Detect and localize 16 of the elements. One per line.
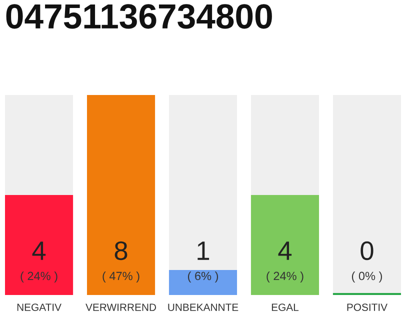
annotation: ( 6% ) [188, 271, 218, 282]
x-tick-label: EGAL [272, 304, 299, 311]
data-label: 1 [198, 242, 210, 260]
data-label: 4 [278, 242, 292, 260]
data-label: 4 [32, 242, 46, 260]
x-tick-label: POSITIV [347, 304, 388, 311]
annotation: ( 24% ) [20, 271, 58, 282]
chart-title: 04751136734800 [6, 4, 272, 29]
annotation: ( 0% ) [352, 271, 382, 282]
data-label: 0 [360, 241, 374, 260]
x-tick-label: NEGATIV [17, 304, 62, 311]
annotation: ( 47% ) [102, 271, 140, 282]
annotation: ( 24% ) [266, 271, 304, 282]
x-tick-label: VERWIRREND [86, 304, 156, 311]
data-label: 8 [114, 241, 128, 260]
x-tick-label: UNBEKANNTE [168, 304, 238, 311]
